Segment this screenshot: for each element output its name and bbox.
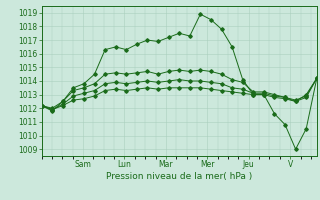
X-axis label: Pression niveau de la mer( hPa ): Pression niveau de la mer( hPa )	[106, 172, 252, 181]
